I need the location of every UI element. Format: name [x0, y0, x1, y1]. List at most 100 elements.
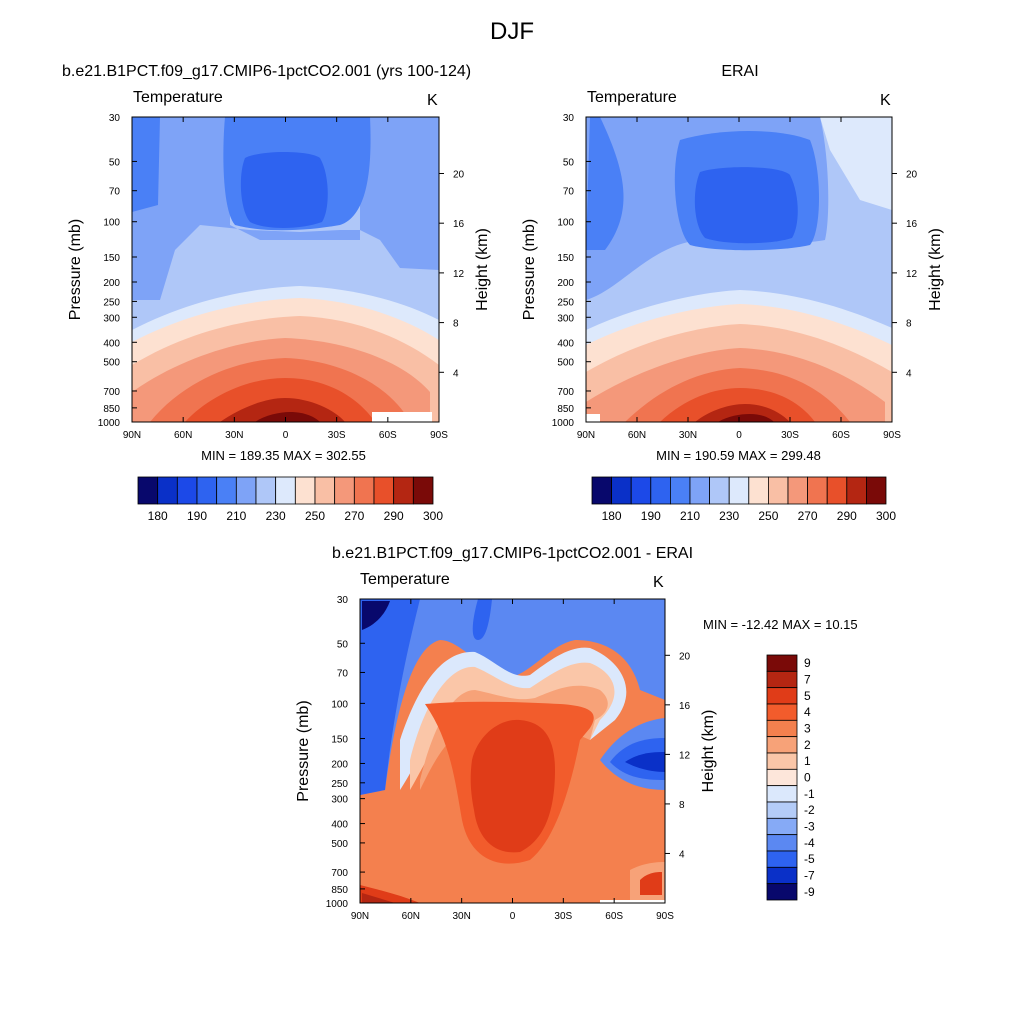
x-tick-label: 60S: [379, 430, 397, 441]
colorbar-label: -1: [804, 787, 815, 801]
colorbar-swatch: [787, 476, 809, 505]
colorbar-swatch: [846, 476, 867, 505]
colorbar-label: 300: [876, 509, 896, 523]
variable-label-diff: Temperature: [360, 571, 450, 588]
colorbar-label: 290: [384, 509, 404, 523]
colorbar-label: 300: [423, 509, 443, 523]
x-tick-label: 90N: [123, 430, 141, 441]
y2-tick-label: 20: [679, 651, 691, 662]
colorbar-label: 290: [837, 509, 857, 523]
y-tick-label: 70: [337, 668, 349, 679]
y-tick-label: 250: [331, 779, 348, 790]
colorbar-swatch: [766, 736, 798, 754]
y2-tick-label: 12: [679, 750, 691, 761]
y-tick-label: 150: [103, 253, 120, 264]
colorbar-label: 3: [804, 722, 811, 736]
y-tick-label: 300: [331, 795, 348, 806]
colorbar-label: -3: [804, 820, 815, 834]
y-tick-label: 1000: [326, 899, 349, 910]
colorbar-label: -2: [804, 803, 815, 817]
x-tick-label: 30S: [554, 911, 572, 922]
colorbar-swatch: [216, 476, 237, 505]
colorbar-swatch: [412, 476, 434, 505]
colorbar-swatch: [866, 476, 887, 505]
colorbar-label: 7: [804, 673, 811, 687]
y2-axis-label: Height (km): [474, 228, 491, 311]
y-axis-label: Pressure (mb): [295, 700, 312, 801]
x-tick-label: 30N: [679, 430, 697, 441]
colorbar-swatch: [728, 476, 750, 505]
figure-title: DJF: [490, 18, 534, 45]
colorbar-label: 180: [602, 509, 622, 523]
y2-tick-label: 8: [679, 800, 685, 811]
panel-title-obs: ERAI: [721, 63, 759, 80]
y2-tick-label: 8: [453, 319, 459, 330]
y-tick-label: 100: [557, 218, 574, 229]
colorbar-label: 5: [804, 689, 811, 703]
x-tick-label: 60S: [832, 430, 850, 441]
y-tick-label: 1000: [98, 418, 121, 429]
units-label-model: K: [427, 92, 438, 109]
colorbar-label: 2: [804, 738, 811, 752]
colorbar-label: 1: [804, 754, 811, 768]
colorbar-swatch: [176, 476, 198, 505]
colorbar-label: 180: [148, 509, 168, 523]
colorbar-swatch: [314, 476, 336, 505]
x-tick-label: 60N: [402, 911, 420, 922]
y2-tick-label: 20: [453, 169, 465, 180]
y2-tick-label: 12: [906, 269, 918, 280]
y-tick-label: 50: [109, 157, 121, 168]
minmax-obs: MIN = 190.59 MAX = 299.48: [656, 448, 821, 463]
colorbar-swatch: [137, 476, 159, 505]
y-tick-label: 200: [557, 278, 574, 289]
colorbar-label: 4: [804, 705, 811, 719]
minmax-diff: MIN = -12.42 MAX = 10.15: [703, 617, 858, 632]
y2-tick-label: 12: [453, 269, 465, 280]
x-tick-label: 60S: [605, 911, 623, 922]
colorbar-swatch: [826, 476, 848, 505]
colorbar-swatch: [591, 476, 613, 505]
contour-field-obs: [586, 117, 892, 422]
x-tick-label: 90N: [577, 430, 595, 441]
y2-tick-label: 16: [679, 701, 691, 712]
colorbar-swatch: [766, 703, 798, 721]
y2-tick-label: 4: [679, 849, 685, 860]
y-tick-label: 200: [331, 759, 348, 770]
y2-tick-label: 4: [906, 368, 912, 379]
colorbar-swatch: [157, 476, 178, 505]
colorbar-swatch: [766, 883, 798, 901]
y2-axis-label: Height (km): [700, 710, 717, 793]
colorbar-swatch: [748, 476, 769, 505]
x-tick-label: 90S: [430, 430, 448, 441]
colorbar-swatch: [766, 866, 798, 885]
contour-field-diff: [360, 599, 665, 903]
colorbar-swatch: [393, 476, 414, 505]
colorbar-swatch: [766, 801, 798, 819]
y2-tick-label: 4: [453, 368, 459, 379]
colorbar-label: -5: [804, 852, 815, 866]
colorbar-swatch: [807, 476, 828, 505]
y2-tick-label: 20: [906, 169, 918, 180]
x-tick-label: 0: [736, 430, 742, 441]
y-tick-label: 400: [557, 338, 574, 349]
x-tick-label: 0: [510, 911, 516, 922]
y-tick-label: 500: [103, 358, 120, 369]
colorbar-label: 230: [266, 509, 286, 523]
y-tick-label: 150: [331, 735, 348, 746]
colorbar-swatch: [630, 476, 652, 505]
y-tick-label: 100: [103, 218, 120, 229]
contour-field-model: [132, 117, 439, 422]
colorbar-swatch: [196, 476, 218, 505]
colorbar-swatch: [611, 476, 632, 505]
y-tick-label: 30: [109, 113, 121, 124]
colorbar-label: 0: [804, 771, 811, 785]
panel-title-diff: b.e21.B1PCT.f09_g17.CMIP6-1pctCO2.001 - …: [331, 545, 694, 562]
x-tick-label: 90S: [656, 911, 674, 922]
y-tick-label: 500: [331, 839, 348, 850]
colorbar-swatch: [766, 850, 798, 868]
y-tick-label: 850: [557, 404, 574, 415]
minmax-model: MIN = 189.35 MAX = 302.55: [201, 448, 366, 463]
axes-layer: 90N 60N 30N 0 30S 60S 90S305070100150200250300…: [67, 113, 944, 922]
colorbar-swatch: [689, 476, 711, 505]
